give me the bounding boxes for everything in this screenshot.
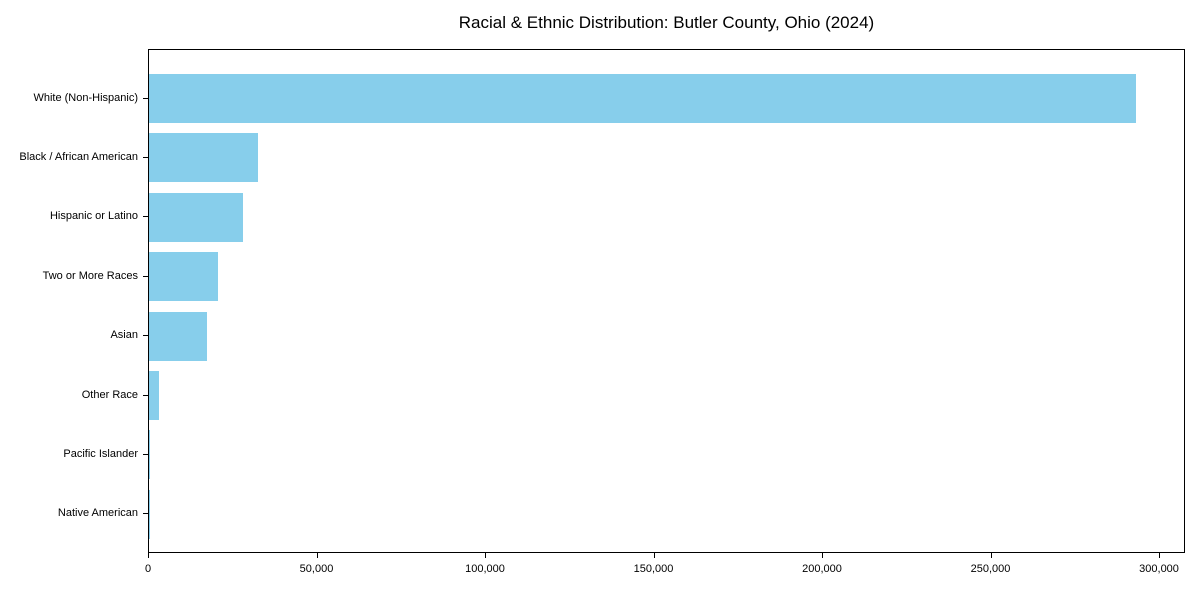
bar-hispanic-or-latino	[149, 192, 244, 242]
y-tick-mark	[143, 275, 148, 277]
bar-other-race	[149, 371, 160, 420]
bar-two-or-more-races	[149, 252, 219, 302]
x-tick-mark	[148, 553, 149, 558]
chart-title: Racial & Ethnic Distribution: Butler Cou…	[458, 13, 875, 32]
x-tick-label: 50,000	[299, 563, 334, 575]
bar-black-african-american	[149, 133, 258, 183]
x-tick-label: 300,000	[1139, 563, 1179, 575]
y-tick-mark	[143, 156, 148, 158]
y-axis-label: Other Race	[81, 388, 138, 401]
y-tick-mark	[143, 513, 148, 515]
bar-white-non-hispanic	[149, 74, 1137, 123]
y-tick-mark	[143, 335, 148, 337]
x-tick-mark	[1159, 553, 1161, 558]
y-axis-label: White (Non-Hispanic)	[33, 91, 138, 104]
y-axis-label: Hispanic or Latino	[49, 210, 138, 223]
bar-native-american	[149, 489, 150, 539]
y-axis-label: Black / African American	[19, 150, 138, 163]
y-axis-label: Two or More Races	[42, 269, 138, 282]
x-tick-mark	[485, 553, 487, 558]
bar-asian	[149, 311, 207, 361]
x-tick-mark	[653, 553, 655, 558]
y-tick-mark	[143, 394, 148, 396]
x-tick-mark	[822, 553, 824, 558]
y-axis-label: Native American	[57, 507, 138, 520]
y-axis-label: Asian	[110, 329, 138, 342]
x-tick-mark	[316, 553, 318, 558]
y-tick-mark	[143, 216, 148, 218]
x-tick-label: 150,000	[633, 563, 674, 575]
bar-pacific-islander	[149, 430, 151, 480]
y-tick-mark	[143, 97, 148, 99]
y-tick-mark	[143, 453, 148, 455]
y-axis-label: Pacific Islander	[63, 447, 138, 460]
plot-area	[148, 49, 1185, 553]
x-tick-label: 100,000	[465, 563, 505, 575]
x-tick-mark	[990, 553, 992, 558]
x-tick-label: 0	[144, 563, 152, 575]
x-tick-label: 200,000	[802, 563, 842, 575]
x-tick-label: 250,000	[970, 563, 1011, 575]
